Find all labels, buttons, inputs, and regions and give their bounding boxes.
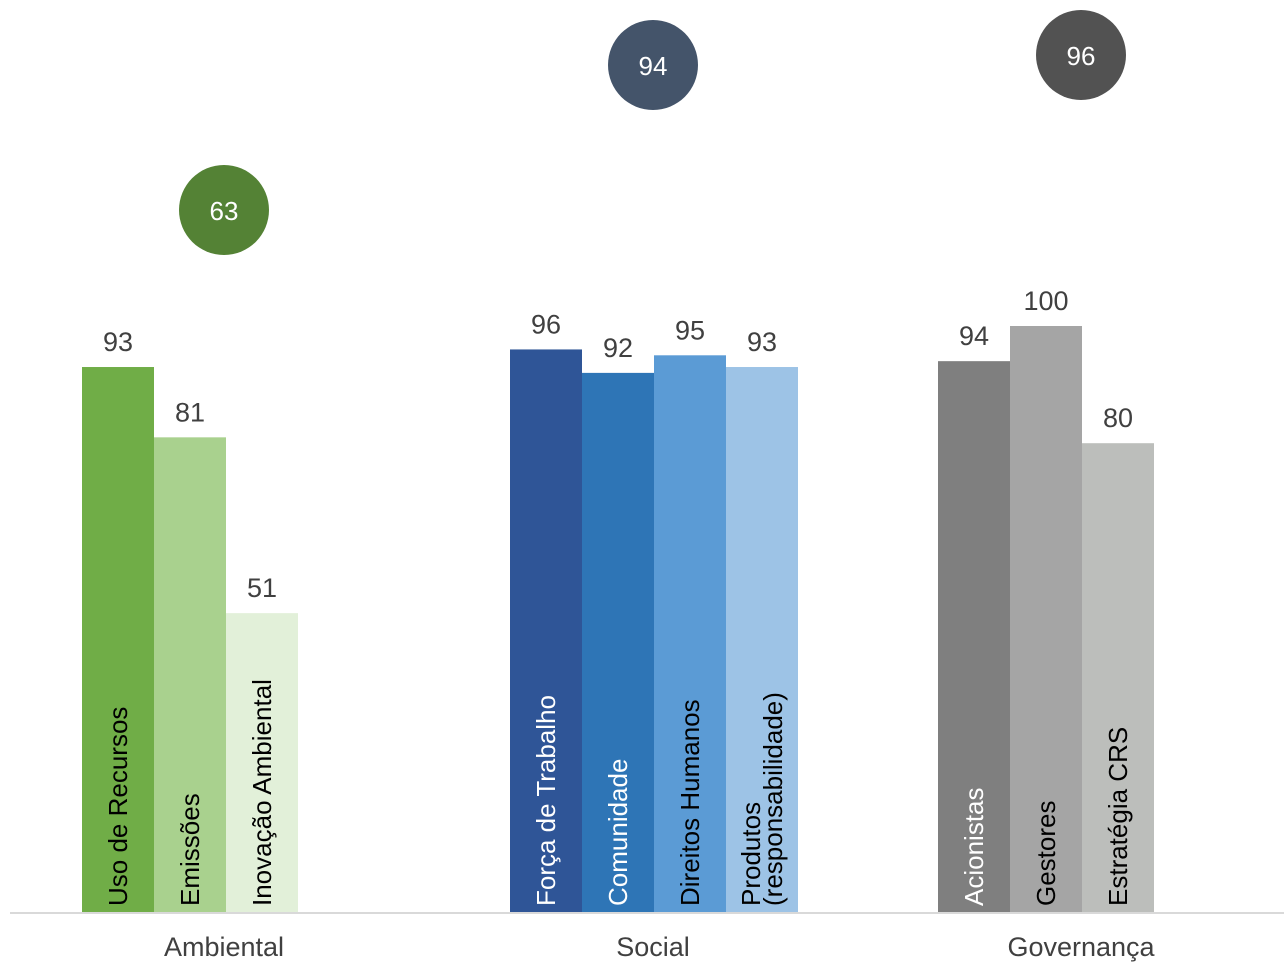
score-bubbles: 63 94 96 (179, 10, 1126, 255)
bar-name-estrategia-crs: Estratégia CRS (1103, 727, 1133, 906)
value-label-uso-de-recursos: 93 (103, 327, 133, 357)
value-label-estrategia-crs: 80 (1103, 403, 1133, 433)
bar-gestores (1010, 326, 1082, 912)
value-label-emissoes: 81 (175, 397, 205, 427)
bar-produtos-responsabilidade (726, 367, 798, 912)
score-bubble-value-social: 94 (639, 51, 668, 81)
bar-name-produtos-responsabilidade-line-2: (responsabilidade) (758, 692, 788, 906)
score-bubble-social (608, 20, 698, 110)
bar-name-forca-de-trabalho: Força de Trabalho (531, 695, 561, 906)
bar-direitos-humanos (654, 355, 726, 912)
value-label-direitos-humanos: 95 (675, 315, 705, 345)
value-label-acionistas: 94 (959, 321, 989, 351)
bar-name-gestores: Gestores (1031, 801, 1061, 907)
bar-name-direitos-humanos: Direitos Humanos (675, 699, 705, 906)
value-label-comunidade: 92 (603, 333, 633, 363)
bar-forca-de-trabalho (510, 349, 582, 912)
bar-acionistas (938, 361, 1010, 912)
bar-uso-de-recursos (82, 367, 154, 912)
bar-name-acionistas: Acionistas (959, 788, 989, 907)
value-label-inovacao-ambiental: 51 (247, 573, 277, 603)
score-bubble-value-governanca: 96 (1067, 41, 1096, 71)
bar-name-inovacao-ambiental: Inovação Ambiental (247, 679, 277, 906)
value-label-produtos-responsabilidade: 93 (747, 327, 777, 357)
score-bubble-governanca (1036, 10, 1126, 100)
group-label-governanca: Governança (1007, 932, 1155, 962)
bar-emissoes (154, 437, 226, 912)
bar-name-uso-de-recursos: Uso de Recursos (103, 707, 133, 906)
value-label-forca-de-trabalho: 96 (531, 309, 561, 339)
score-bubble-ambiental (179, 165, 269, 255)
bars-layer: 93 Uso de Recursos 81 Emissões 51 Inovação Am… (82, 286, 1154, 912)
score-bubble-value-ambiental: 63 (210, 196, 239, 226)
bar-name-emissoes: Emissões (175, 793, 205, 906)
bar-name-produtos-responsabilidade-line-1: Produtos (736, 802, 766, 906)
group-labels: Ambiental Social Governança (164, 932, 1156, 962)
bar-name-comunidade: Comunidade (603, 759, 633, 906)
bar-comunidade (582, 372, 654, 912)
group-label-social: Social (616, 932, 690, 962)
value-label-gestores: 100 (1023, 286, 1068, 316)
group-label-ambiental: Ambiental (164, 932, 284, 962)
bar-inovacao-ambiental (226, 613, 298, 912)
bar-estrategia-crs (1082, 443, 1154, 912)
